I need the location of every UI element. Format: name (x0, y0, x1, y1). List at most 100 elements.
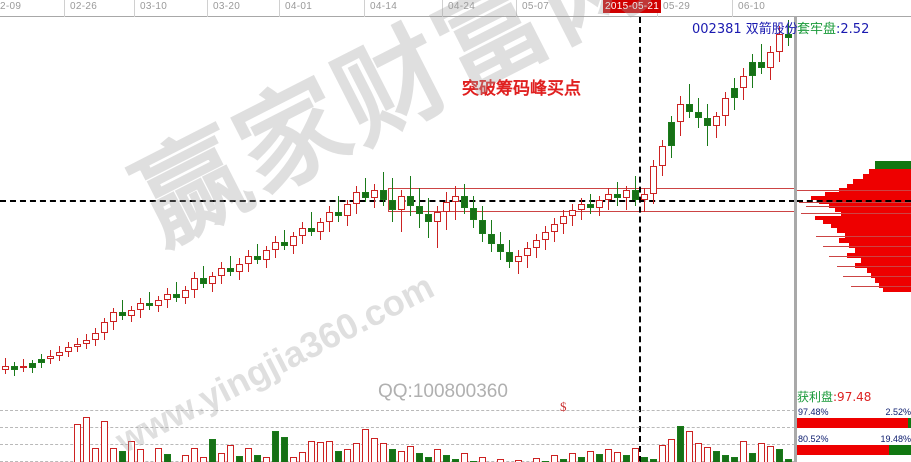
candle-body (389, 200, 396, 210)
date-tick-separator-2 (134, 0, 135, 17)
candle-body (182, 290, 189, 298)
candle-body (218, 268, 225, 276)
volume-panel (0, 405, 795, 462)
volume-gridline-1 (0, 427, 795, 428)
resistance-line-upper (388, 188, 795, 189)
profit-ratio-legend: 获利盘:97.48 97.48% 2.52% 80.52% 19.48% (797, 388, 911, 462)
candle-body (65, 347, 72, 352)
volume-bar (236, 456, 243, 462)
candle-body (659, 146, 666, 166)
volume-bar (83, 417, 90, 462)
candle-body (20, 366, 27, 368)
candle-body (425, 214, 432, 222)
candle-body (641, 194, 648, 200)
breakout-annotation: 突破筹码峰买点 (462, 79, 581, 99)
candle-body (488, 234, 495, 244)
chip-bar (847, 184, 911, 188)
candlestick (335, 196, 342, 222)
chip-bar (871, 273, 911, 278)
candle-body (578, 204, 585, 210)
candle-body (110, 312, 117, 322)
candlestick (173, 282, 180, 302)
candlestick (227, 256, 234, 276)
volume-bar (695, 443, 702, 462)
candlestick (398, 190, 405, 232)
volume-bar (263, 457, 270, 462)
candlestick (290, 232, 297, 254)
volume-bar (380, 443, 387, 462)
candlestick (443, 192, 450, 230)
chip-bar (875, 278, 911, 283)
candle-body (443, 202, 450, 212)
candlestick (182, 286, 189, 304)
candlestick (740, 68, 747, 100)
huoli-label: 获利盘 (797, 390, 834, 404)
candlestick (128, 306, 135, 322)
candlestick (785, 20, 792, 46)
volume-bar (407, 446, 414, 462)
chip-tick-line (837, 266, 911, 267)
date-tick-5: 04-14 (370, 1, 398, 12)
candle-wick (761, 44, 762, 74)
candle-body (506, 252, 513, 262)
volume-bar (596, 454, 603, 462)
volume-bar (119, 451, 126, 462)
chip-bar (879, 283, 911, 288)
volume-bar (569, 453, 576, 462)
volume-bar (101, 421, 108, 462)
candlestick (317, 218, 324, 240)
candle-wick (203, 266, 204, 288)
price-plot-area[interactable]: $ (0, 17, 795, 462)
highlighted-date-label[interactable]: 2015-05-21 (603, 0, 662, 13)
candle-body (776, 34, 783, 52)
candlestick (20, 359, 27, 372)
volume-bar (758, 443, 765, 462)
volume-bar (371, 438, 378, 462)
candle-wick (284, 230, 285, 250)
volume-bar (578, 457, 585, 462)
chip-bar (839, 238, 911, 243)
candle-body (668, 122, 675, 146)
candle-body (371, 190, 378, 198)
candle-body (767, 52, 774, 68)
profit-ratio-bar-2-red (797, 445, 889, 455)
chip-bar (841, 212, 911, 216)
volume-bar (128, 441, 135, 462)
candle-body (263, 250, 270, 260)
candlestick (38, 354, 45, 368)
candlestick (29, 360, 36, 373)
candle-body (398, 196, 405, 210)
candle-body (632, 190, 639, 200)
candle-body (335, 212, 342, 216)
candlestick (137, 298, 144, 318)
candlestick (524, 242, 531, 268)
candle-body (155, 300, 162, 306)
taolao-label: 套牢盘 (797, 22, 837, 37)
candle-wick (626, 186, 627, 210)
candlestick (407, 176, 414, 216)
volume-bar (353, 443, 360, 462)
volume-bar (686, 431, 693, 462)
chip-bar (863, 174, 911, 179)
profit-ratio-bar-1-red (797, 418, 909, 428)
candlestick (245, 250, 252, 272)
candlestick (254, 244, 261, 264)
candle-body (749, 62, 756, 76)
volume-bar (461, 453, 468, 462)
profit-ratio-labels-2: 80.52% 19.48% (797, 434, 911, 445)
volume-bar (209, 439, 216, 462)
volume-bar (452, 459, 459, 462)
candlestick (101, 318, 108, 340)
profit-ratio-right-2: 19.48% (880, 434, 911, 444)
candlestick (623, 186, 630, 210)
date-tick-3: 03-20 (213, 1, 241, 12)
candlestick (344, 200, 351, 226)
candlestick (83, 334, 90, 349)
candlestick (722, 92, 729, 126)
volume-bar (515, 460, 522, 462)
volume-bar (632, 448, 639, 462)
volume-bar (245, 448, 252, 462)
candle-body (146, 303, 153, 306)
candlestick (695, 98, 702, 128)
huoli-indicator: 获利盘:97.48 (797, 388, 871, 405)
